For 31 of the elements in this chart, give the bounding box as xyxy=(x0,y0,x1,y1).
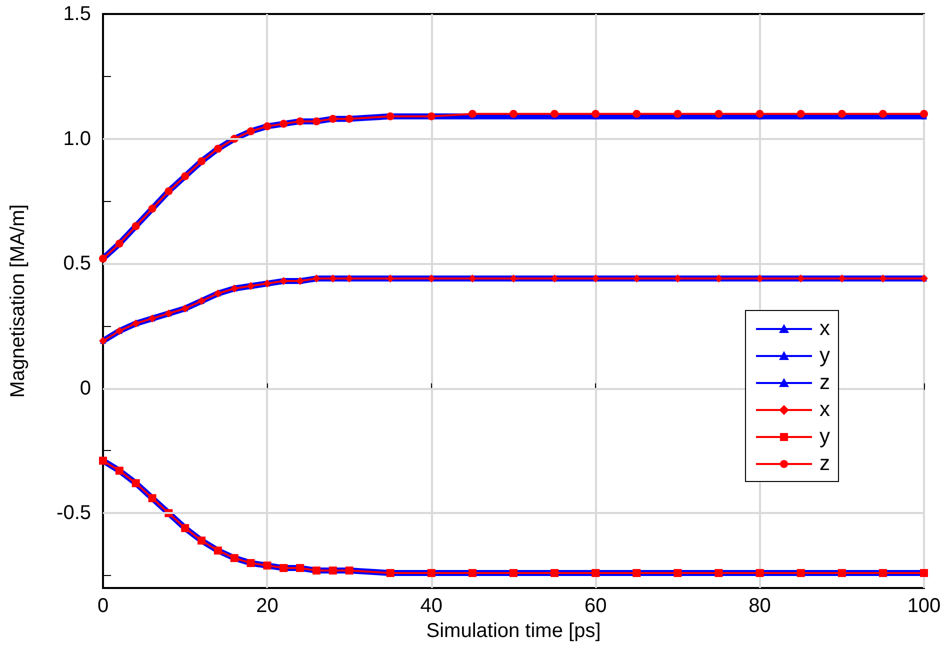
x-tick-label: 40 xyxy=(420,595,443,617)
legend-label: y xyxy=(820,344,830,368)
x-axis-title: Simulation time [ps] xyxy=(426,620,601,642)
x-tick-label: 0 xyxy=(97,595,109,617)
x-tick-label: 80 xyxy=(748,595,771,617)
point xyxy=(756,110,764,118)
y-tick-label: 0 xyxy=(80,377,91,400)
point xyxy=(796,110,805,118)
legend-label: y xyxy=(820,424,830,448)
point xyxy=(510,110,518,118)
x-tick-label: 20 xyxy=(256,595,278,617)
legend-label: x xyxy=(820,316,830,340)
point xyxy=(592,110,600,118)
point xyxy=(468,110,476,118)
y-tick-label: 1.5 xyxy=(63,3,91,25)
legend-label: x xyxy=(820,398,830,422)
point xyxy=(550,110,559,118)
point xyxy=(632,110,641,118)
y-axis-title: Magnetisation [MA/m] xyxy=(7,204,29,398)
y-tick-label: -0.5 xyxy=(56,502,91,524)
point xyxy=(878,110,887,118)
point xyxy=(674,110,682,118)
y-tick-label: 0.5 xyxy=(63,252,91,275)
x-tick-label: 60 xyxy=(584,595,607,617)
legend-label: z xyxy=(820,452,830,476)
point xyxy=(714,110,723,118)
legend-label: z xyxy=(820,370,830,394)
point xyxy=(920,110,928,118)
y-tick-label: 1.0 xyxy=(63,128,91,150)
point xyxy=(838,110,846,118)
x-tick-label: 100 xyxy=(907,595,941,617)
